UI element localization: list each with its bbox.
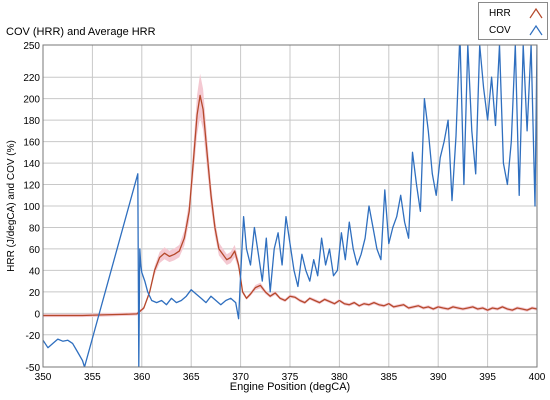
y-tick-label: 200	[23, 95, 40, 106]
x-tick-label: 360	[133, 372, 150, 383]
y-tick-label: 40	[29, 266, 41, 277]
plot-frame	[42, 44, 538, 368]
legend: HRR COV	[478, 2, 548, 40]
x-tick-label: 350	[35, 372, 52, 383]
y-tick-label: 80	[29, 223, 41, 234]
legend-swatch-cov	[529, 24, 543, 36]
x-tick-label: 395	[479, 372, 496, 383]
legend-item-hrr: HRR	[479, 5, 547, 22]
y-tick-label: 250	[23, 41, 40, 52]
legend-label-hrr: HRR	[489, 8, 511, 19]
y-tick-label: 120	[23, 181, 40, 192]
x-tick-label: 355	[84, 372, 101, 383]
x-tick-label: 400	[529, 372, 546, 383]
y-tick-label: 160	[23, 138, 40, 149]
y-tick-label: 140	[23, 159, 40, 170]
chart-title: COV (HRR) and Average HRR	[6, 26, 156, 38]
y-tick-label: -50	[26, 363, 41, 374]
y-tick-label: 100	[23, 202, 40, 213]
hrr-band	[43, 73, 537, 318]
y-axis-label: HRR (J/degCA) and COV (%)	[6, 140, 17, 272]
legend-item-cov: COV	[479, 22, 547, 39]
y-tick-label: 0	[34, 309, 40, 320]
y-tick-label: 180	[23, 116, 40, 127]
legend-swatch-hrr	[529, 7, 543, 19]
x-tick-label: 375	[282, 372, 299, 383]
x-tick-label: 390	[430, 372, 447, 383]
x-tick-label: 385	[380, 372, 397, 383]
x-axis-label: Engine Position (degCA)	[230, 381, 350, 393]
x-tick-label: 365	[183, 372, 200, 383]
y-tick-label: -20	[26, 331, 41, 342]
x-tick-label: 370	[232, 372, 249, 383]
y-tick-label: 220	[23, 73, 40, 84]
legend-label-cov: COV	[489, 25, 511, 36]
y-tick-label: 60	[29, 245, 41, 256]
series-line-cov	[43, 45, 537, 367]
series-line-hrr	[43, 94, 537, 317]
x-tick-label: 380	[331, 372, 348, 383]
y-tick-label: 20	[29, 288, 41, 299]
